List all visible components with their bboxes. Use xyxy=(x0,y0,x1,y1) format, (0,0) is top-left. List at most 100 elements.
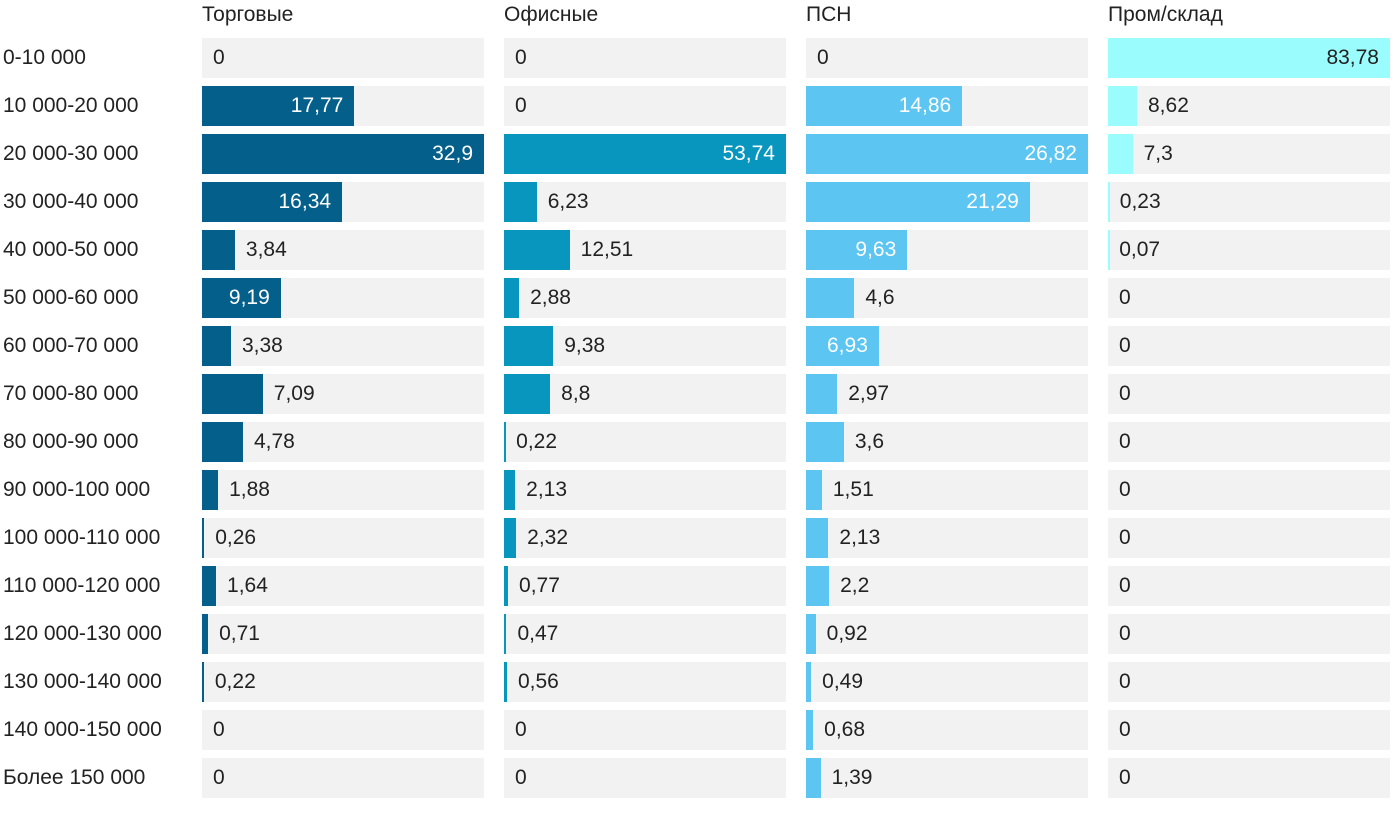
bar-track: 0,71 xyxy=(202,614,484,654)
data-label: 9,19 xyxy=(228,286,270,309)
series-title: Пром/склад xyxy=(1108,3,1223,26)
bar-track: 0,77 xyxy=(504,566,786,606)
bar xyxy=(806,710,814,750)
bar-track: 2,88 xyxy=(504,278,786,318)
bar-track: 8,8 xyxy=(504,374,786,414)
data-label: 4,78 xyxy=(253,430,295,453)
bar-track: 0,26 xyxy=(202,518,484,558)
bar-track: 0 xyxy=(202,710,484,750)
data-label: 17,77 xyxy=(290,94,344,117)
category-label: 120 000-130 000 xyxy=(3,622,162,645)
data-label: 0 xyxy=(1119,478,1131,501)
category-label: 70 000-80 000 xyxy=(3,382,139,405)
bar-track: 0,47 xyxy=(504,614,786,654)
bar-track: 26,82 xyxy=(806,134,1088,174)
bar xyxy=(806,422,844,462)
data-label: 14,86 xyxy=(898,94,952,117)
bar xyxy=(202,134,484,174)
data-label: 0 xyxy=(213,46,225,69)
bar xyxy=(202,470,219,510)
bar-track: 1,39 xyxy=(806,758,1088,798)
category-label: 50 000-60 000 xyxy=(3,286,139,309)
bar-track: 21,29 xyxy=(806,182,1088,222)
data-label: 3,6 xyxy=(854,430,885,453)
bar xyxy=(806,326,879,366)
data-label: 2,2 xyxy=(840,574,870,597)
data-label: 2,32 xyxy=(527,526,569,549)
data-label: 0 xyxy=(1119,382,1131,405)
data-label: 0 xyxy=(1119,430,1131,453)
bar-track: 0 xyxy=(504,758,786,798)
bar-track: 53,74 xyxy=(504,134,786,174)
data-label: 2,13 xyxy=(839,526,881,549)
data-label: 7,3 xyxy=(1143,142,1173,165)
bar-track: 0 xyxy=(1108,662,1390,702)
bar-track: 9,19 xyxy=(202,278,484,318)
bar xyxy=(806,86,963,126)
data-label: 0 xyxy=(1119,574,1131,597)
bar-track: 0 xyxy=(1108,710,1390,750)
bar-track: 6,23 xyxy=(504,182,786,222)
bar-track: 0 xyxy=(202,38,484,78)
bar-track: 4,6 xyxy=(806,278,1088,318)
data-label: 0,22 xyxy=(516,430,558,453)
bar-track: 3,38 xyxy=(202,326,484,366)
bar-track: 0 xyxy=(504,710,786,750)
data-label: 9,38 xyxy=(564,334,606,357)
category-label: 40 000-50 000 xyxy=(3,238,139,261)
bar xyxy=(806,566,830,606)
bar-track: 2,13 xyxy=(806,518,1088,558)
data-label: 0 xyxy=(515,94,527,117)
data-label: 21,29 xyxy=(966,190,1019,213)
data-label: 4,6 xyxy=(865,286,895,309)
data-label: 0,68 xyxy=(824,718,866,741)
category-label: 20 000-30 000 xyxy=(3,142,139,165)
data-label: 3,84 xyxy=(245,238,287,261)
data-label: 0 xyxy=(1119,334,1131,357)
category-label: 90 000-100 000 xyxy=(3,478,151,501)
data-label: 26,82 xyxy=(1024,142,1077,165)
bar-track: 0 xyxy=(1108,374,1390,414)
data-label: 1,64 xyxy=(227,574,268,597)
bar xyxy=(202,182,343,222)
bar xyxy=(806,182,1030,222)
bar-track: 0,56 xyxy=(504,662,786,702)
bar xyxy=(806,758,821,798)
bar-track: 83,78 xyxy=(1108,38,1390,78)
bar xyxy=(806,278,855,318)
bar-track: 0 xyxy=(1108,758,1390,798)
bar-track: 0,22 xyxy=(504,422,786,462)
bar-track: 0 xyxy=(504,38,786,78)
category-label: Более 150 000 xyxy=(3,766,146,789)
bar-track: 0 xyxy=(1108,566,1390,606)
bar-track: 32,9 xyxy=(202,134,484,174)
data-label: 7,09 xyxy=(273,382,315,405)
series-title: Торговые xyxy=(202,3,294,26)
bar-track: 1,88 xyxy=(202,470,484,510)
data-label: 0 xyxy=(515,766,527,789)
bar xyxy=(806,134,1088,174)
data-label: 0 xyxy=(515,718,527,741)
bar xyxy=(504,134,786,174)
bar-track: 2,32 xyxy=(504,518,786,558)
bar-track: 16,34 xyxy=(202,182,484,222)
bar xyxy=(202,278,281,318)
bar-track: 0 xyxy=(504,86,786,126)
bar-track: 2,97 xyxy=(806,374,1088,414)
bar-track: 0 xyxy=(1108,278,1390,318)
category-label: 100 000-110 000 xyxy=(3,526,161,549)
data-label: 83,78 xyxy=(1326,46,1379,69)
data-label: 0,49 xyxy=(822,670,864,693)
data-label: 0 xyxy=(1119,766,1131,789)
bar-track: 9,63 xyxy=(806,230,1088,270)
category-label: 0-10 000 xyxy=(3,46,86,69)
bar-track: 0,49 xyxy=(806,662,1088,702)
bar xyxy=(202,230,235,270)
data-label: 32,9 xyxy=(432,142,473,165)
bar xyxy=(202,518,205,558)
bar xyxy=(202,662,204,702)
category-label: 140 000-150 000 xyxy=(3,718,162,741)
category-label: 130 000-140 000 xyxy=(3,670,162,693)
data-label: 6,23 xyxy=(547,190,589,213)
